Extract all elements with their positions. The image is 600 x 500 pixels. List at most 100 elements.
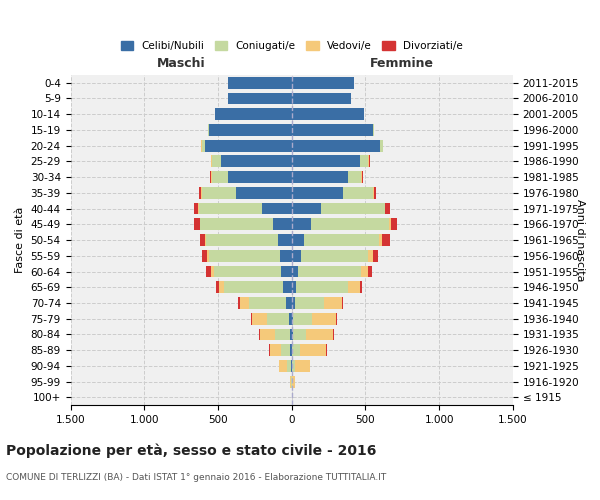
Bar — [238, 297, 240, 309]
Bar — [206, 234, 278, 246]
Bar — [373, 124, 374, 136]
Bar — [292, 282, 296, 293]
Bar — [283, 282, 292, 293]
Bar — [342, 297, 343, 309]
Bar — [194, 202, 198, 214]
Bar — [266, 313, 289, 324]
Bar — [278, 234, 292, 246]
Bar — [359, 156, 368, 168]
Bar — [292, 360, 295, 372]
Bar — [359, 282, 362, 293]
Bar — [210, 171, 211, 183]
Bar — [260, 328, 275, 340]
Bar — [281, 266, 292, 278]
Bar — [221, 156, 292, 168]
Bar — [291, 360, 292, 372]
Bar — [368, 250, 373, 262]
Bar — [292, 328, 293, 340]
Bar — [200, 218, 272, 230]
Bar — [198, 202, 199, 214]
Bar — [311, 218, 389, 230]
Bar — [293, 328, 307, 340]
Bar — [324, 297, 342, 309]
Bar — [292, 234, 304, 246]
Text: Popolazione per età, sesso e stato civile - 2016: Popolazione per età, sesso e stato civil… — [6, 444, 376, 458]
Bar — [336, 313, 337, 324]
Bar — [206, 266, 211, 278]
Bar — [373, 250, 378, 262]
Bar — [292, 313, 293, 324]
Bar — [212, 156, 221, 168]
Bar — [368, 156, 369, 168]
Bar — [348, 171, 361, 183]
Bar — [202, 140, 205, 151]
Y-axis label: Anni di nascita: Anni di nascita — [575, 199, 585, 281]
Bar — [295, 360, 310, 372]
Text: Femmine: Femmine — [370, 57, 434, 70]
Bar — [300, 344, 326, 356]
Bar — [229, 77, 292, 88]
Bar — [292, 344, 300, 356]
Bar — [289, 313, 292, 324]
Bar — [212, 171, 229, 183]
Bar — [333, 328, 334, 340]
Bar — [292, 92, 351, 104]
Bar — [194, 218, 200, 230]
Bar — [201, 187, 202, 199]
Bar — [313, 313, 336, 324]
Bar — [272, 218, 292, 230]
Bar — [301, 250, 368, 262]
Bar — [211, 156, 212, 168]
Bar — [251, 313, 252, 324]
Bar — [292, 218, 311, 230]
Bar — [382, 234, 390, 246]
Bar — [229, 171, 292, 183]
Bar — [216, 282, 220, 293]
Bar — [207, 250, 209, 262]
Bar — [374, 187, 376, 199]
Bar — [209, 124, 292, 136]
Bar — [290, 344, 292, 356]
Y-axis label: Fasce di età: Fasce di età — [15, 207, 25, 273]
Bar — [292, 124, 373, 136]
Bar — [252, 313, 266, 324]
Bar — [292, 156, 359, 168]
Bar — [298, 266, 361, 278]
Bar — [290, 376, 291, 388]
Bar — [202, 187, 236, 199]
Bar — [361, 171, 362, 183]
Bar — [292, 108, 364, 120]
Bar — [293, 313, 313, 324]
Bar — [307, 328, 333, 340]
Bar — [269, 344, 281, 356]
Bar — [200, 234, 205, 246]
Bar — [321, 202, 385, 214]
Bar — [385, 202, 390, 214]
Bar — [280, 250, 292, 262]
Bar — [292, 202, 321, 214]
Bar — [215, 108, 292, 120]
Bar — [343, 187, 373, 199]
Bar — [368, 266, 372, 278]
Bar — [348, 282, 359, 293]
Text: COMUNE DI TERLIZZI (BA) - Dati ISTAT 1° gennaio 2016 - Elaborazione TUTTITALIA.I: COMUNE DI TERLIZZI (BA) - Dati ISTAT 1° … — [6, 473, 386, 482]
Bar — [326, 344, 327, 356]
Legend: Celibi/Nubili, Coniugati/e, Vedovi/e, Divorziati/e: Celibi/Nubili, Coniugati/e, Vedovi/e, Di… — [116, 37, 467, 56]
Bar — [201, 140, 202, 151]
Bar — [259, 328, 260, 340]
Bar — [295, 297, 324, 309]
Bar — [229, 92, 292, 104]
Bar — [205, 234, 206, 246]
Bar — [380, 140, 383, 151]
Bar — [211, 266, 214, 278]
Bar — [292, 266, 298, 278]
Bar — [220, 282, 224, 293]
Bar — [304, 234, 379, 246]
Bar — [389, 218, 391, 230]
Bar — [296, 282, 348, 293]
Bar — [199, 202, 262, 214]
Bar — [279, 360, 287, 372]
Bar — [209, 250, 280, 262]
Bar — [286, 297, 292, 309]
Bar — [290, 328, 292, 340]
